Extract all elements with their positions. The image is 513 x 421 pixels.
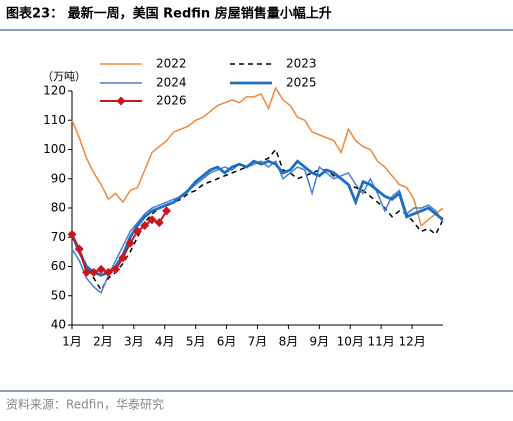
- x-tick-label: 6月: [217, 335, 237, 349]
- x-tick-label: 10月: [337, 335, 364, 349]
- marker: [74, 244, 84, 254]
- marker: [82, 267, 92, 277]
- chart-title: 图表23： 最新一周，美国 Redfin 房屋销售量小幅上升: [6, 6, 332, 22]
- x-tick-label: 8月: [279, 335, 299, 349]
- y-tick-label: 70: [51, 230, 66, 244]
- legend-label: 2022: [156, 57, 187, 71]
- x-tick-label: 5月: [186, 335, 206, 349]
- marker: [103, 267, 113, 277]
- series-line: [70, 159, 444, 277]
- legend-label: 2023: [286, 57, 317, 71]
- x-tick-label: 4月: [155, 335, 175, 349]
- marker: [118, 253, 128, 263]
- y-tick-label: 80: [51, 201, 66, 215]
- y-tick-label: 40: [51, 318, 66, 332]
- y-tick-label: 90: [51, 171, 66, 185]
- x-tick-label: 12月: [398, 335, 425, 349]
- marker: [154, 218, 164, 228]
- legend-marker: [116, 96, 126, 106]
- y-tick-label: 110: [43, 113, 66, 127]
- x-tick-label: 11月: [368, 335, 395, 349]
- marker: [125, 238, 135, 248]
- marker: [147, 215, 157, 225]
- legend-label: 2024: [156, 76, 187, 90]
- source: 资料来源：Redfin，华泰研究: [6, 397, 164, 412]
- legend-label: 2025: [286, 76, 317, 90]
- marker: [111, 264, 121, 274]
- x-tick-label: 2月: [93, 335, 113, 349]
- marker: [140, 221, 150, 231]
- y-tick-label: 60: [51, 259, 66, 273]
- legend-label: 2026: [156, 94, 187, 108]
- x-tick-label: 9月: [310, 335, 330, 349]
- y-tick-label: 50: [51, 288, 66, 302]
- marker: [162, 206, 172, 216]
- x-tick-label: 1月: [62, 335, 82, 349]
- marker: [132, 226, 142, 236]
- y-axis-label: （万吨）: [42, 70, 86, 83]
- marker: [96, 264, 106, 274]
- y-tick-label: 100: [43, 142, 66, 156]
- series-line: [71, 86, 444, 227]
- marker: [67, 229, 77, 239]
- series-line: [71, 159, 444, 295]
- marker: [89, 267, 99, 277]
- x-tick-label: 7月: [248, 335, 268, 349]
- x-tick-label: 3月: [124, 335, 144, 349]
- y-tick-label: 120: [43, 84, 66, 98]
